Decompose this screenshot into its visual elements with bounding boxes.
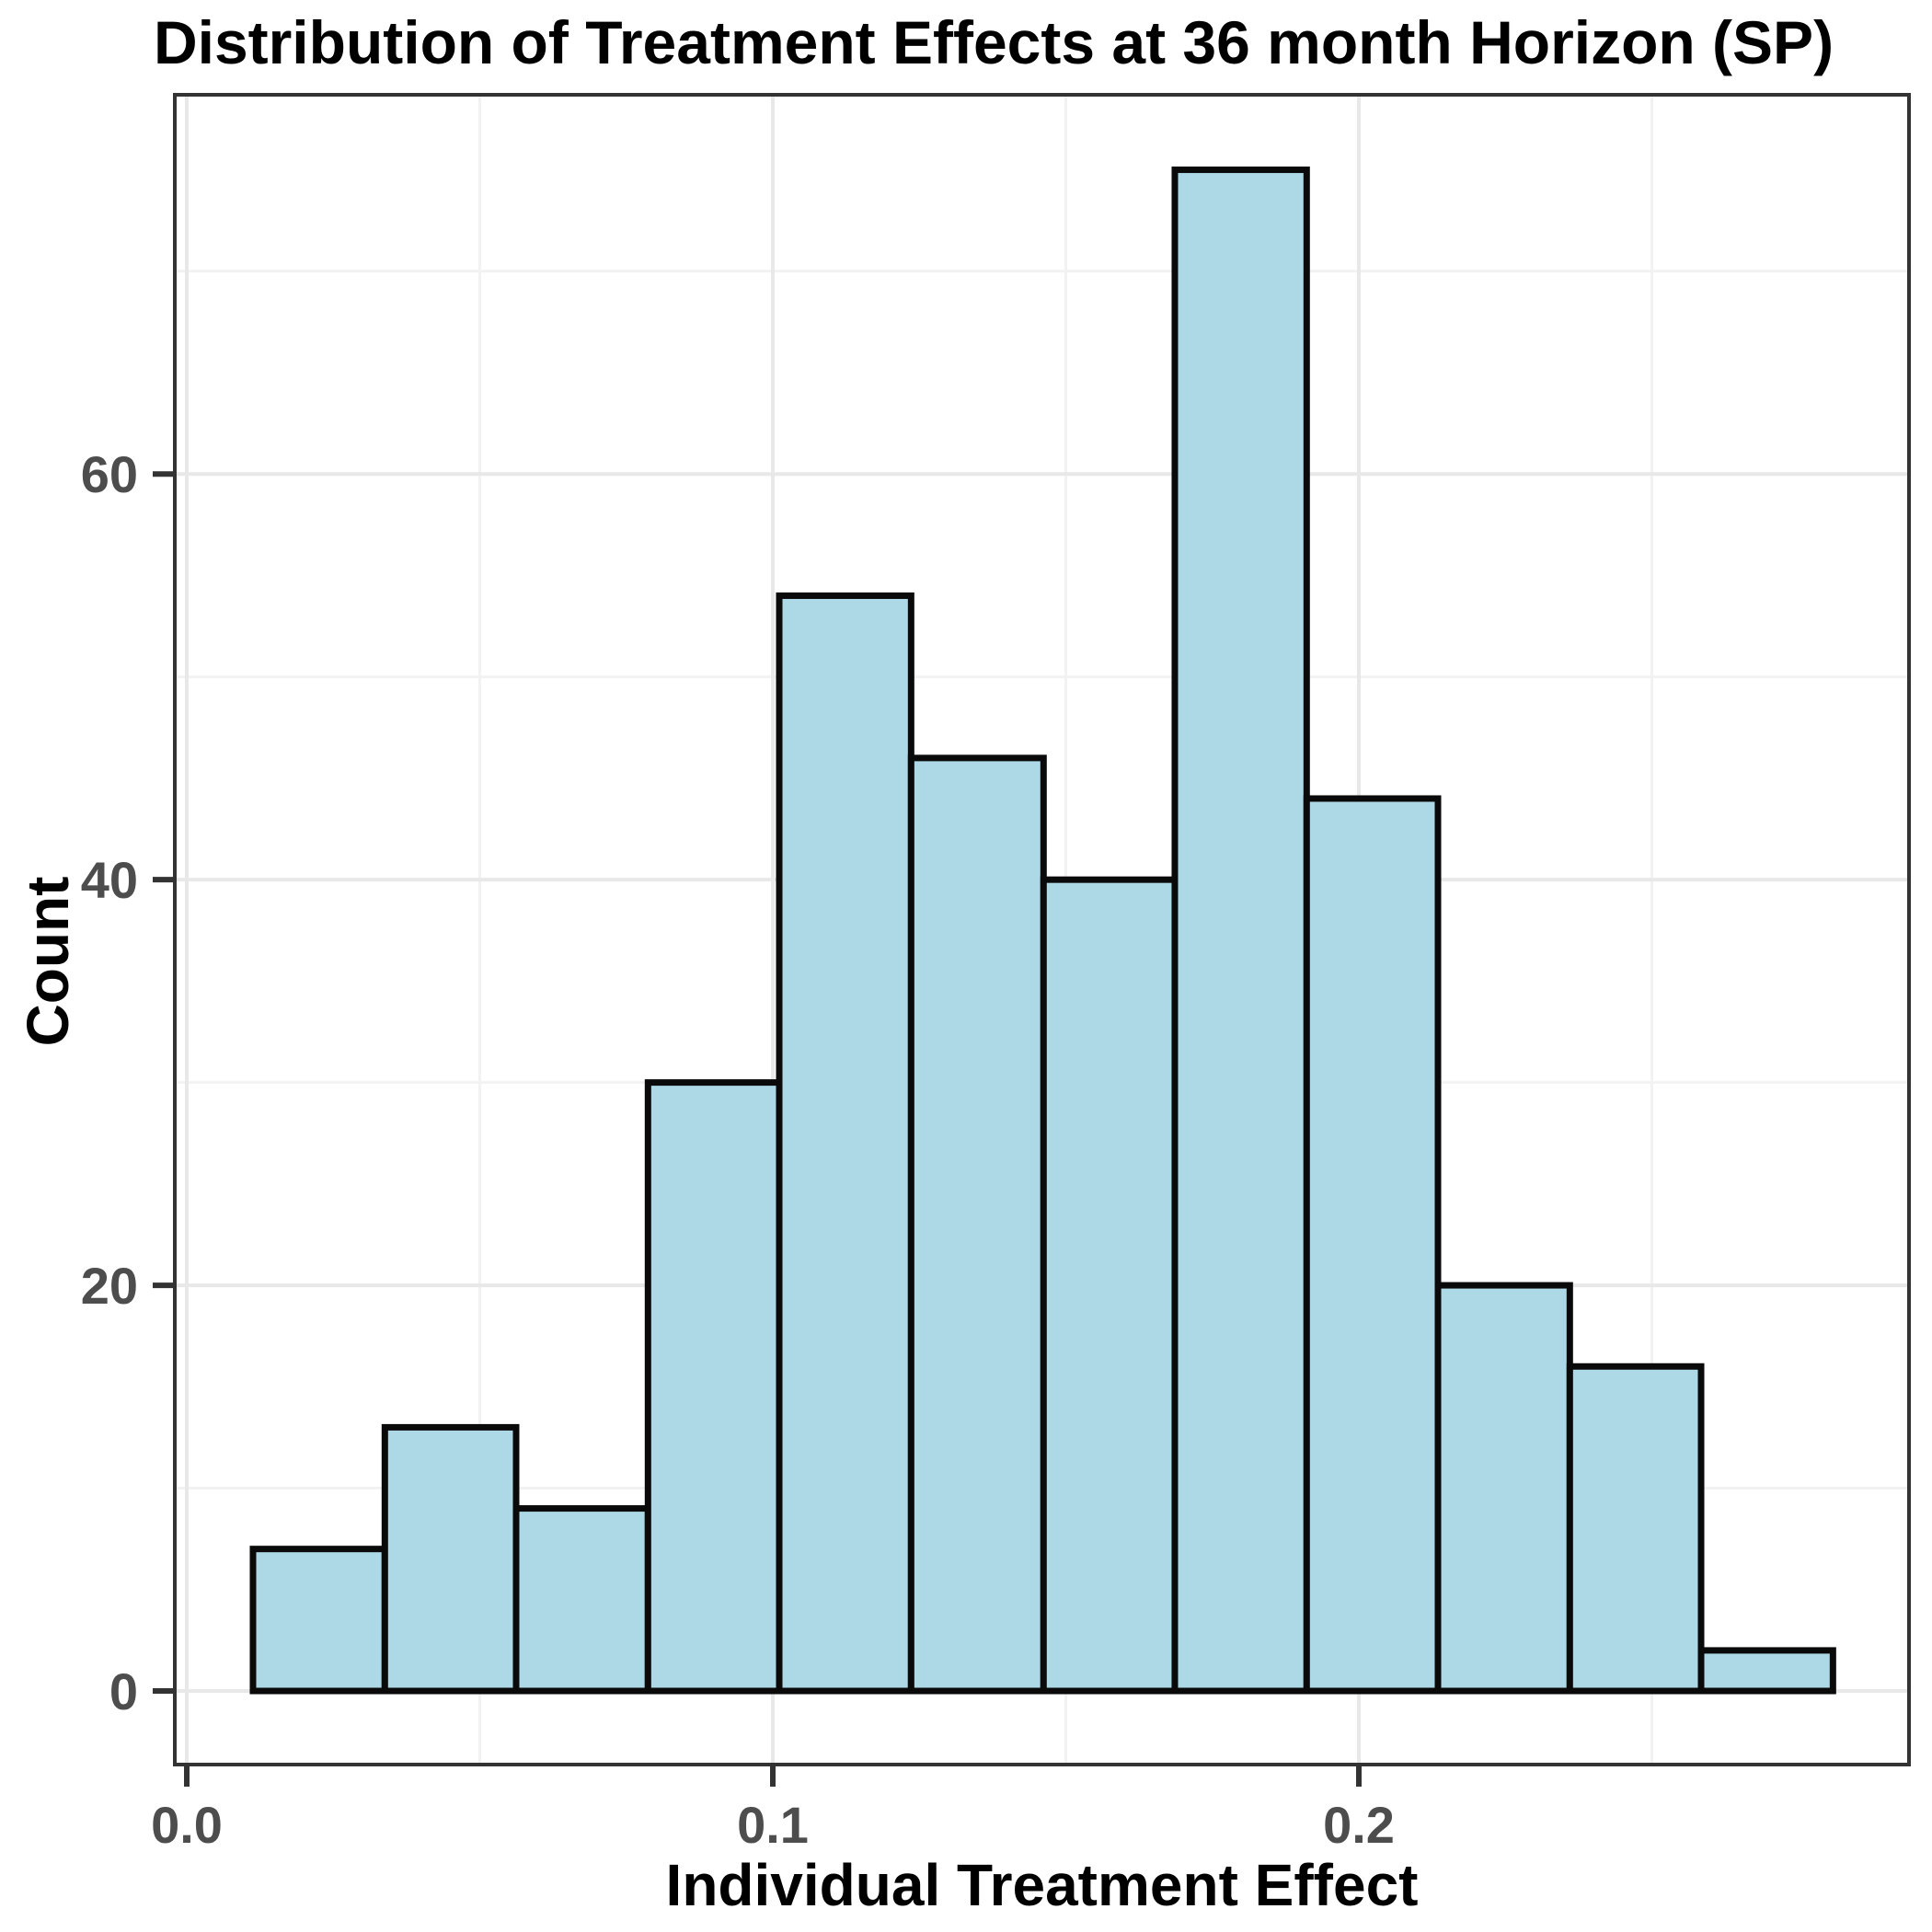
y-tick-label: 60 bbox=[81, 445, 138, 503]
y-tick-label: 40 bbox=[81, 851, 138, 909]
histogram-bar bbox=[776, 592, 914, 1695]
histogram-bar bbox=[644, 1079, 783, 1695]
chart-title: Distribution of Treatment Effects at 36 … bbox=[153, 8, 1834, 76]
x-tick-label: 0.1 bbox=[737, 1796, 809, 1854]
histogram-bar bbox=[1171, 167, 1310, 1695]
y-tick-label: 0 bbox=[109, 1662, 138, 1720]
x-tick-label: 0.2 bbox=[1323, 1796, 1395, 1854]
histogram-bar bbox=[1040, 876, 1179, 1695]
histogram-bar bbox=[512, 1505, 651, 1695]
panel-border bbox=[173, 93, 1911, 1766]
histogram-bar bbox=[1566, 1363, 1705, 1695]
x-tick-label: 0.0 bbox=[151, 1796, 223, 1854]
histogram-bar bbox=[381, 1423, 520, 1695]
histogram-bar bbox=[1434, 1282, 1573, 1695]
histogram-bar bbox=[249, 1546, 388, 1695]
x-axis-title: Individual Treatment Effect bbox=[665, 1852, 1419, 1918]
histogram-bar bbox=[907, 754, 1047, 1695]
histogram-bar bbox=[1697, 1647, 1836, 1695]
histogram-bar bbox=[1303, 795, 1442, 1695]
y-tick-label: 20 bbox=[81, 1257, 138, 1315]
